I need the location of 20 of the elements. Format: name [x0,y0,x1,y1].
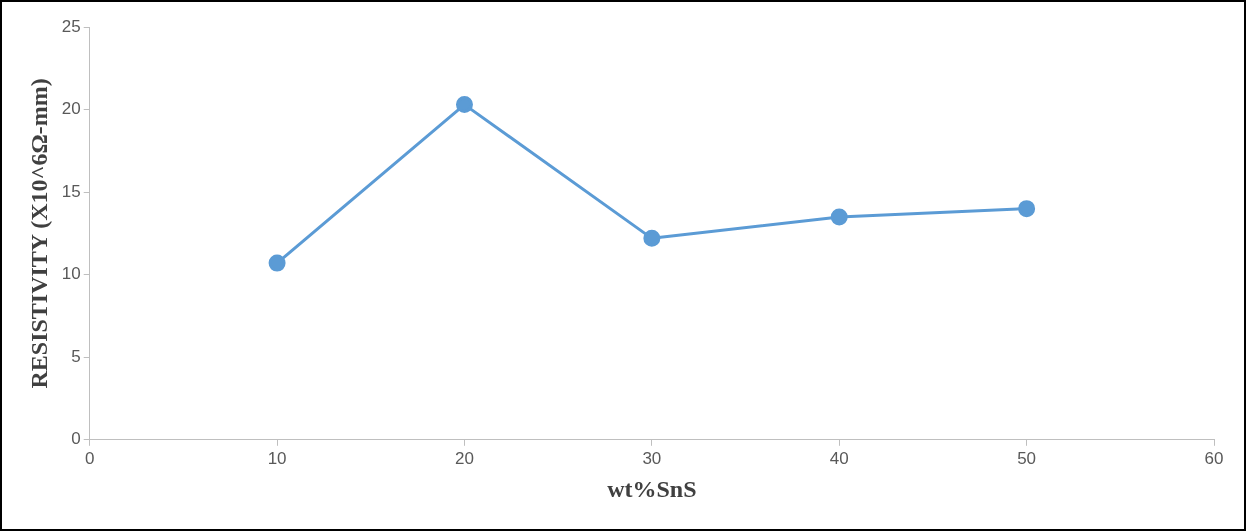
y-tick-label: 20 [61,99,81,119]
point [455,96,473,114]
point [830,208,848,226]
point [643,229,661,247]
x-tick-label: 20 [455,448,474,468]
x-tick-label: 60 [1204,448,1224,468]
y-tick-label: 5 [71,346,81,366]
y-tick-label: 25 [61,16,81,36]
y-tick-label: 15 [61,181,81,201]
x-tick-label: 50 [1017,448,1037,468]
x-tick-label: 0 [84,448,95,468]
point [268,254,286,272]
x-tick-label: 30 [642,448,662,468]
x-tick-label: 40 [829,448,849,468]
y-tick-label: 10 [61,264,81,284]
point [1018,200,1036,218]
x-tick-label: 10 [267,448,287,468]
x-axis-title: wt%SnS [607,475,697,502]
y-axis-title: RESISTIVITY (X10^6Ω-mm) [25,78,52,389]
y-tick-label: 0 [71,429,81,449]
